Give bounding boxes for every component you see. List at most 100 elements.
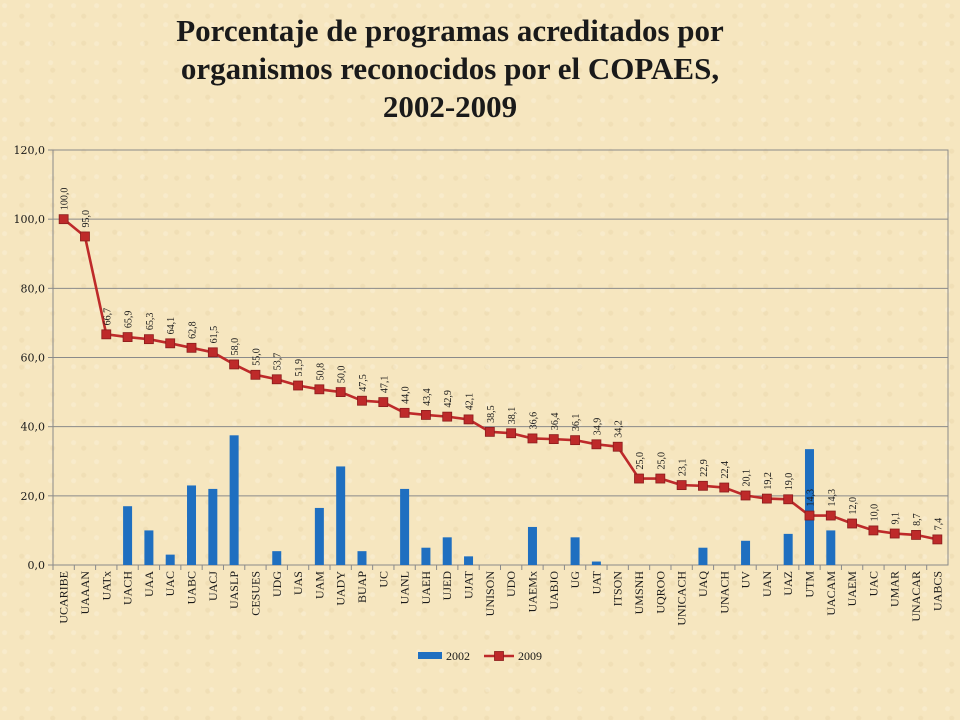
point-2009 <box>548 434 559 445</box>
x-tick-label: UDG <box>270 571 284 597</box>
data-label-2009: 22,4 <box>720 461 731 479</box>
point-2009 <box>655 473 666 484</box>
bar-2002 <box>804 449 814 565</box>
x-tick-label: UTM <box>802 571 816 598</box>
x-tick-label: BUAP <box>355 571 369 603</box>
point-2009 <box>676 480 687 491</box>
x-tick-label: UJAT <box>462 570 476 599</box>
y-tick-label: 100,0 <box>14 213 46 226</box>
bar-2002 <box>229 435 239 565</box>
data-label-2009: 44,0 <box>401 386 412 404</box>
y-tick-label: 40,0 <box>21 421 46 434</box>
point-2009 <box>698 480 708 491</box>
x-tick-label: UNICACH <box>675 571 689 626</box>
point-2009 <box>314 384 325 395</box>
point-2009 <box>421 410 431 420</box>
data-label-2009: 61,5 <box>209 326 220 344</box>
chart-title: Porcentaje de programas acreditados por … <box>60 12 840 126</box>
legend-label-2009: 2009 <box>518 649 542 663</box>
x-tick-label: UV <box>739 571 753 589</box>
bar-2002 <box>421 547 431 565</box>
x-tick-label: ITSON <box>611 571 625 607</box>
point-2009 <box>825 510 836 521</box>
bar-2002 <box>826 530 836 565</box>
x-tick-label: UAEM <box>845 571 859 607</box>
bar-2002 <box>336 466 346 565</box>
point-2009 <box>761 493 772 504</box>
legend-label-2002: 2002 <box>446 649 470 663</box>
legend: 2002 2009 <box>418 649 542 663</box>
x-tick-label: UAEMx <box>525 571 539 612</box>
point-2009 <box>58 214 69 225</box>
data-label-2009: 64,1 <box>166 317 177 335</box>
x-tick-label: UC <box>376 571 390 588</box>
point-2009 <box>165 338 176 349</box>
bar-2002 <box>208 488 218 565</box>
x-tick-label: UDO <box>504 571 518 597</box>
point-2009 <box>357 395 367 406</box>
point-2009 <box>271 374 282 385</box>
chart-title-line-1: Porcentaje de programas acreditados por <box>176 13 724 48</box>
data-label-2009: 50,0 <box>337 366 348 384</box>
data-label-2009: 19,0 <box>784 473 795 491</box>
x-tick-label: UABCS <box>930 571 944 611</box>
x-tick-label: UAEH <box>419 571 433 605</box>
data-label-2009: 7,4 <box>933 518 944 531</box>
y-tick-label: 0,0 <box>28 559 46 572</box>
x-tick-label: UQROO <box>653 571 667 614</box>
data-label-2009: 10,0 <box>869 504 880 522</box>
point-2009 <box>634 473 644 484</box>
point-2009 <box>740 490 751 501</box>
data-label-2009: 23,1 <box>678 459 689 477</box>
x-tick-label: UCARIBE <box>57 571 71 624</box>
data-label-2009: 65,3 <box>145 313 156 331</box>
data-label-2009: 47,1 <box>379 376 390 394</box>
data-label-2009: 14,3 <box>827 489 838 507</box>
point-2009 <box>612 441 623 452</box>
point-2009 <box>463 414 474 425</box>
x-tick-label: UAT <box>589 570 603 594</box>
bar-2002 <box>698 547 708 565</box>
data-label-2009: 12,0 <box>848 497 859 515</box>
x-tick-label: UANL <box>398 571 412 604</box>
x-tick-label: UAN <box>760 571 774 597</box>
point-2009 <box>378 397 389 408</box>
point-2009 <box>80 231 90 242</box>
point-2009 <box>293 380 303 391</box>
bar-2002 <box>464 556 474 565</box>
x-tick-label: UG <box>568 571 582 589</box>
y-tick-label: 60,0 <box>21 352 46 365</box>
bar-2002 <box>783 533 793 565</box>
y-tick-label: 120,0 <box>14 144 46 157</box>
x-tick-label: UAM <box>312 571 326 599</box>
bar-2002 <box>357 551 367 565</box>
data-label-2009: 36,1 <box>571 414 582 432</box>
bar-2002 <box>570 537 580 565</box>
data-label-2009: 25,0 <box>656 452 667 470</box>
point-2009 <box>335 387 346 397</box>
data-label-2009: 47,5 <box>358 374 369 392</box>
point-2009 <box>783 494 794 505</box>
x-tick-label: UATx <box>99 571 113 600</box>
chart-title-line-2: organismos reconocidos por el COPAES, <box>180 51 720 86</box>
x-tick-label: UACH <box>121 571 135 605</box>
x-tick-label: UNISON <box>483 571 497 617</box>
legend-marker-2009 <box>494 651 504 661</box>
bar-2002 <box>314 507 324 565</box>
point-2009 <box>868 525 879 536</box>
y-tick-label: 20,0 <box>21 490 46 503</box>
x-tick-label: UABC <box>185 571 199 604</box>
point-2009 <box>932 534 943 545</box>
data-label-2009: 8,7 <box>912 513 923 526</box>
x-tick-label: UACJ <box>206 571 220 601</box>
data-label-2009: 42,1 <box>465 393 476 411</box>
x-tick-label: UMSNH <box>632 571 646 615</box>
data-label-2009: 58,0 <box>230 338 241 356</box>
point-2009 <box>442 411 453 422</box>
data-label-2009: 14,3 <box>805 489 816 507</box>
point-2009 <box>847 518 858 529</box>
data-label-2009: 19,2 <box>763 472 774 490</box>
y-tick-label: 80,0 <box>21 282 46 295</box>
point-2009 <box>570 435 580 446</box>
